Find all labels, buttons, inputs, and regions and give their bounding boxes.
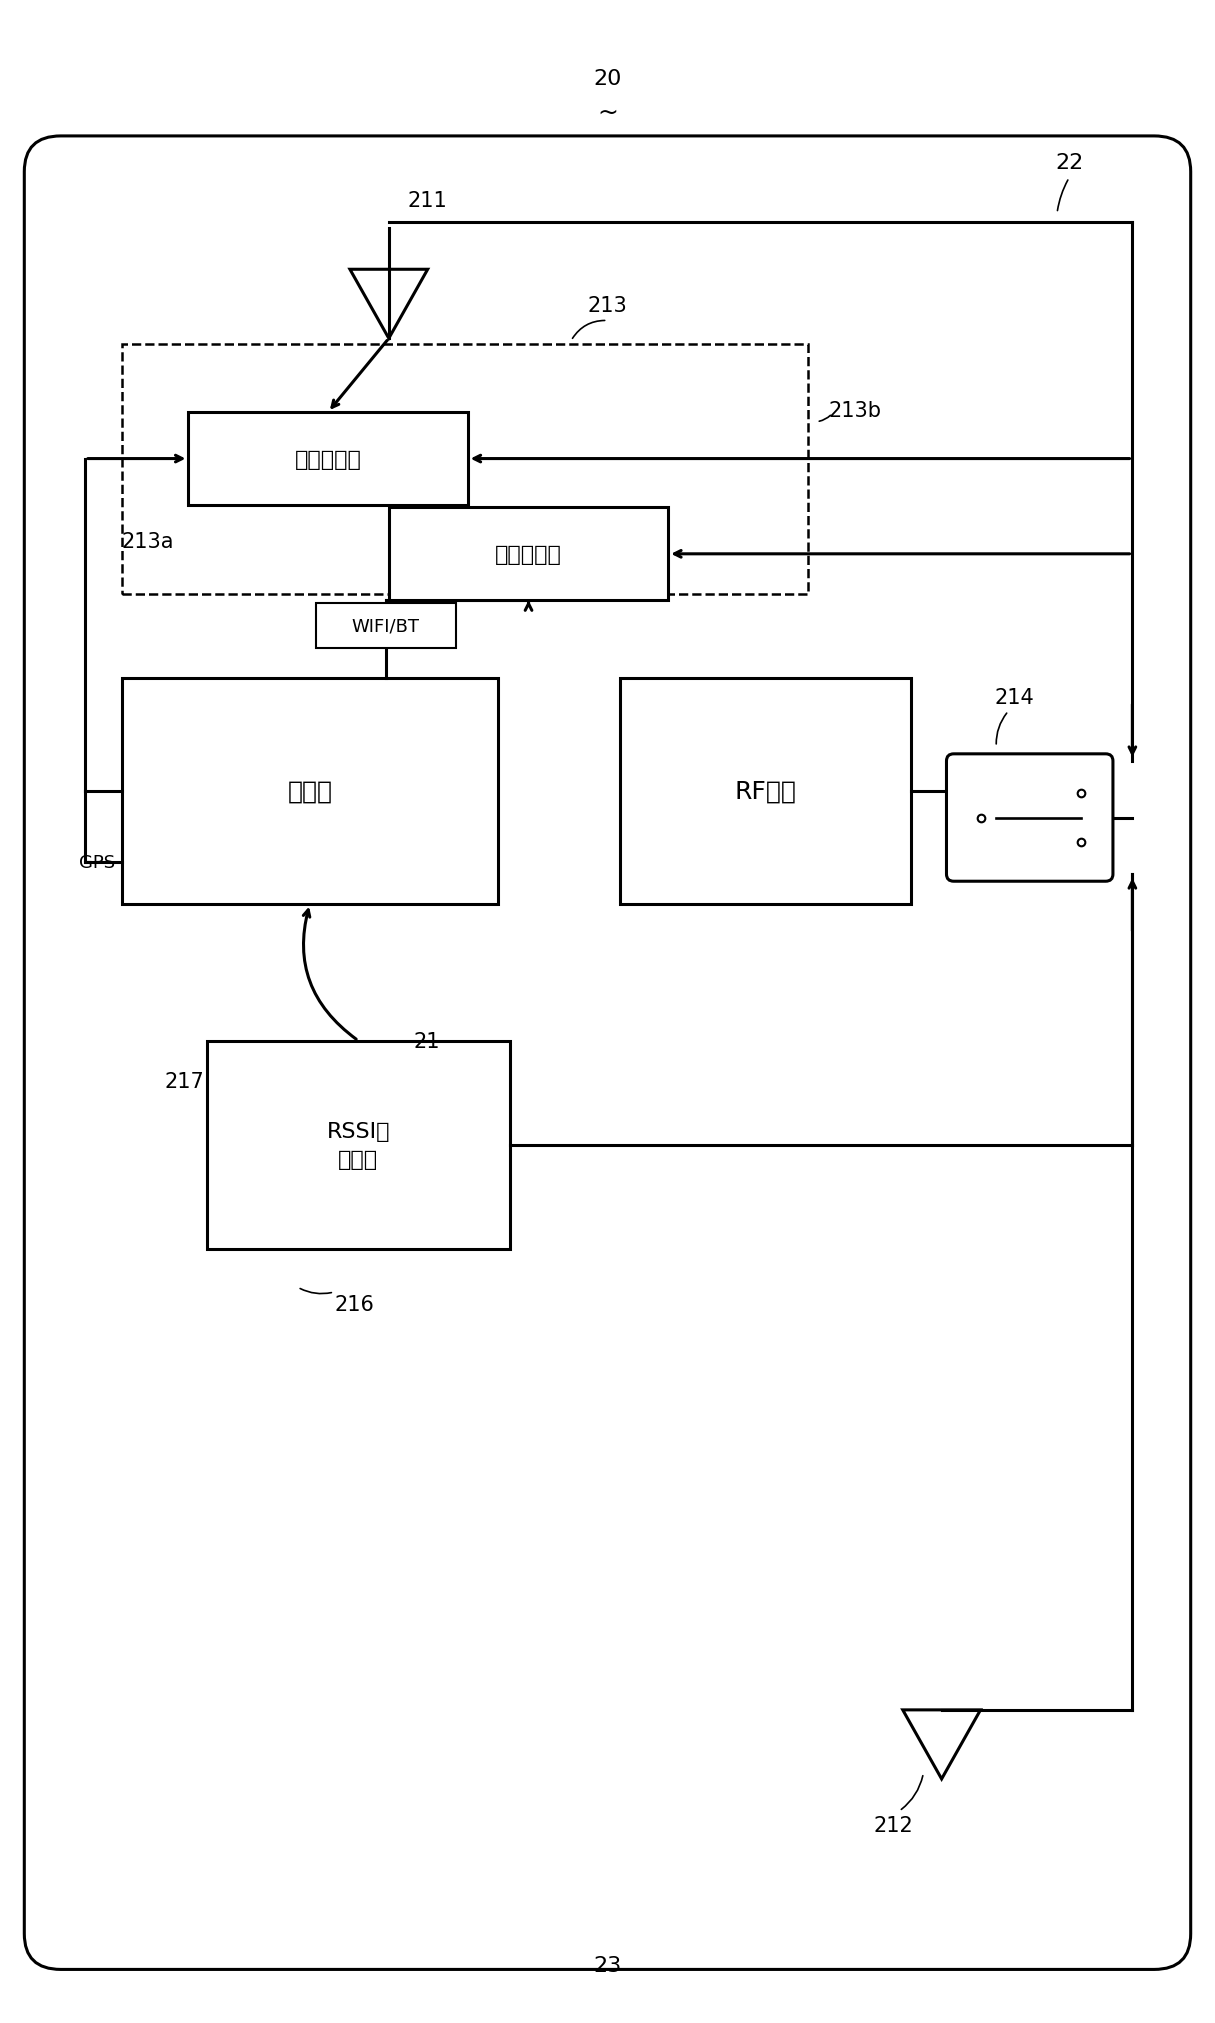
Text: 213: 213 [588,295,627,316]
Text: 连接器: 连接器 [287,779,333,803]
Text: 23: 23 [593,1956,622,1974]
Text: 216: 216 [334,1295,374,1315]
Text: 213b: 213b [829,401,882,421]
Text: 214: 214 [995,688,1034,708]
Text: 211: 211 [407,190,447,210]
Text: 20: 20 [593,69,622,89]
Text: RSSI接
收单元: RSSI接 收单元 [327,1121,390,1169]
Text: ~: ~ [597,101,618,125]
FancyBboxPatch shape [620,678,911,904]
FancyBboxPatch shape [122,678,498,904]
FancyBboxPatch shape [389,508,668,601]
Text: 22: 22 [1055,152,1084,172]
FancyBboxPatch shape [207,1042,510,1250]
Text: RF通路: RF通路 [735,779,796,803]
Text: 217: 217 [164,1070,204,1090]
Text: 212: 212 [874,1815,912,1835]
FancyBboxPatch shape [122,346,808,595]
FancyBboxPatch shape [24,138,1191,1970]
Text: GPS: GPS [79,854,115,872]
FancyBboxPatch shape [946,755,1113,882]
FancyBboxPatch shape [316,603,456,649]
Text: 21: 21 [413,1032,440,1052]
Text: 第一双工器: 第一双工器 [294,449,362,469]
FancyBboxPatch shape [188,413,468,506]
Text: 第二双工器: 第二双工器 [495,544,563,564]
Text: 213a: 213a [122,532,174,552]
Text: WIFI/BT: WIFI/BT [352,617,419,635]
